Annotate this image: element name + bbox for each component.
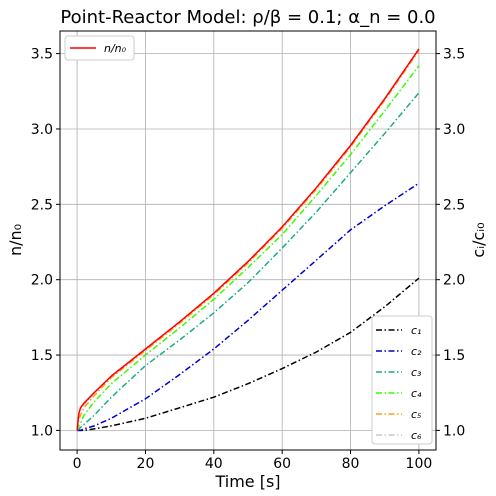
axis-ticks: 0 20 40 60 80 100 1.0 1.0 1.5 1.5 2.0 2.0 2.5 2.5 3.0 3…	[31, 47, 466, 472]
series-line	[77, 277, 420, 432]
x-tick-label: 80	[342, 456, 360, 472]
legend-label: c₂	[411, 345, 422, 358]
x-tick-label: 60	[273, 456, 291, 472]
x-tick-label: 0	[73, 456, 82, 472]
legend-label: c₆	[411, 429, 422, 442]
legend-label: c₃	[411, 366, 422, 379]
x-axis-label: Time [s]	[214, 472, 280, 491]
y-tick-label: 3.0	[31, 122, 53, 138]
y-tick-label: 3.5	[31, 47, 53, 63]
y-tick-label: 2.5	[31, 197, 53, 213]
legend-box	[64, 35, 135, 61]
y-axis-label: n/n₀	[6, 224, 25, 256]
x-tick-label: 40	[205, 456, 223, 472]
series-lines	[76, 48, 420, 432]
x-tick-label: 100	[406, 456, 433, 472]
legend-top-left: n/n₀	[64, 35, 135, 61]
series-line	[76, 92, 420, 431]
legend-box-right	[371, 315, 433, 445]
legend-bottom-right: c₁ c₂ c₃ c₄ c₅ c₆	[371, 315, 433, 445]
y-tick-label-right: 2.5	[443, 197, 465, 213]
y-axis-label-right: cᵢ/cᵢ₀	[469, 222, 488, 257]
y-tick-label: 1.0	[31, 423, 53, 439]
series-line	[76, 48, 420, 431]
series-line	[76, 65, 420, 431]
x-tick-label: 20	[137, 456, 155, 472]
series-line	[76, 50, 420, 431]
chart-title: Point-Reactor Model: ρ/β = 0.1; α_n = 0.…	[60, 7, 435, 28]
y-tick-label: 2.0	[31, 273, 53, 289]
series-line	[77, 182, 420, 432]
y-tick-label-right: 1.0	[443, 423, 465, 439]
legend-label: c₁	[411, 324, 421, 337]
series-line	[76, 48, 420, 431]
y-tick-label-right: 3.5	[443, 47, 465, 63]
y-tick-label-right: 1.5	[443, 348, 465, 364]
plot-frame	[59, 30, 437, 451]
y-tick-label-right: 2.0	[443, 273, 465, 289]
y-tick-label: 1.5	[31, 348, 53, 364]
legend-label-n: n/n₀	[104, 42, 127, 55]
legend-label: c₅	[411, 408, 421, 421]
legend-label: c₄	[411, 387, 422, 400]
y-tick-label-right: 3.0	[443, 122, 465, 138]
